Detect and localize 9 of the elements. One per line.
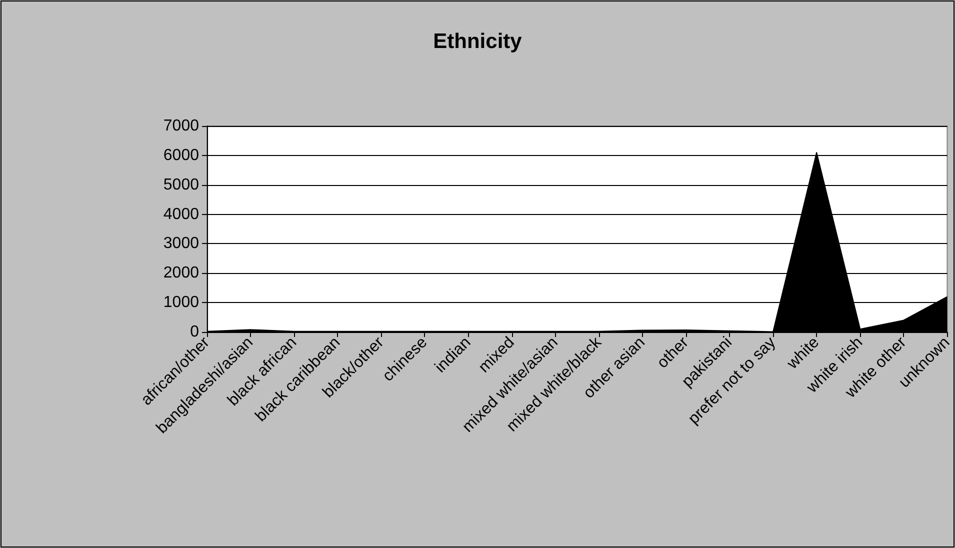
y-tick-label: 1000 [163, 294, 200, 312]
y-tick-label: 0 [190, 324, 200, 340]
y-tick-label: 4000 [163, 206, 200, 223]
y-tick-label: 7000 [163, 118, 200, 134]
y-tick-label: 3000 [163, 235, 200, 252]
y-tick-label: 2000 [163, 264, 200, 282]
chart-title: Ethnicity [433, 30, 522, 53]
y-tick-label: 5000 [163, 176, 200, 194]
y-tick-label: 6000 [163, 146, 200, 164]
